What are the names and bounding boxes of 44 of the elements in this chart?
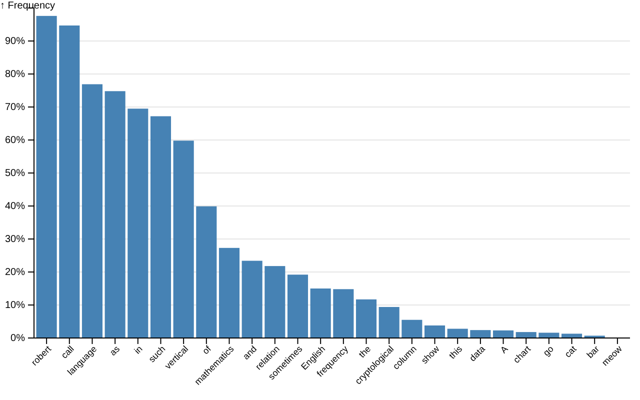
y-tick-label: 40% [4,201,26,212]
x-tick-label: bar [584,344,602,360]
y-tick-label: 90% [4,36,26,48]
x-tick-label: A [498,344,510,356]
bar [287,274,308,338]
bar [516,332,536,338]
bar [333,289,354,338]
x-tick-label: and [240,344,259,362]
x-tick-label: data [467,344,487,364]
bar [173,140,194,338]
bar [128,108,148,338]
y-tick-label: 50% [4,168,26,180]
y-tick-label: 70% [4,102,26,114]
bar [356,299,377,338]
bar [378,306,400,338]
x-tick-label: in [132,344,144,356]
y-tick-label: 20% [4,267,26,278]
x-tick-label: cat [562,343,579,360]
bar [447,328,468,338]
bar [470,330,491,338]
y-tick-label: 0% [10,333,26,344]
bar [492,330,514,338]
bar [36,16,57,338]
bar [242,260,262,338]
y-tick-label: 80% [4,69,26,80]
bar [218,248,240,338]
x-tick-label: this [447,343,464,361]
y-tick-label: 60% [4,135,26,146]
bar [150,116,172,338]
bar [264,266,286,338]
bar [59,25,80,338]
x-tick-label: as [108,343,122,358]
y-tick-label: 30% [4,234,26,246]
y-axis-title: ↑ Frequency [0,0,56,12]
x-tick-label: go [541,344,556,358]
bar [538,332,560,338]
bar [402,320,422,338]
bar [424,325,446,338]
bar [196,206,217,338]
bar [310,288,331,338]
y-tick-label: 10% [4,300,26,312]
bar [104,91,126,338]
bar [561,334,582,338]
bar [82,84,103,338]
